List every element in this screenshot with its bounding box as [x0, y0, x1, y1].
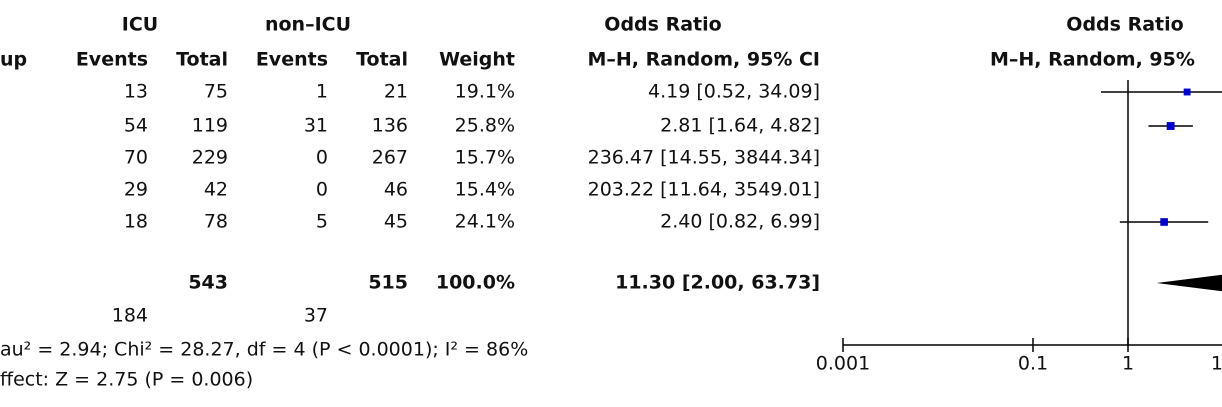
cell: 267 [372, 147, 408, 169]
cell: 18 [124, 211, 148, 233]
weight: 15.4% [455, 179, 515, 201]
cell: 75 [204, 81, 228, 103]
x-tick-label: 0.1 [1018, 353, 1048, 375]
total-events: 37 [304, 305, 328, 327]
cell: 70 [124, 147, 148, 169]
point [1166, 122, 1175, 130]
header: up [0, 49, 27, 71]
weight: 25.8% [455, 115, 515, 137]
weight: 24.1% [455, 211, 515, 233]
cell: 29 [124, 179, 148, 201]
cell: 0 [316, 147, 328, 169]
x-tick-label: 10 [1211, 353, 1222, 375]
overall-effect: ffect: Z = 2.75 (P = 0.006) [0, 369, 253, 391]
cell: 5 [316, 211, 328, 233]
cell: 13 [124, 81, 148, 103]
odds-ratio: 2.40 [0.82, 6.99] [660, 211, 820, 233]
heterogeneity: au² = 2.94; Chi² = 28.27, df = 4 (P < 0.… [0, 339, 528, 361]
header: ICU [122, 14, 158, 36]
odds-ratio: 203.22 [11.64, 3549.01] [588, 179, 820, 201]
cell: 0 [316, 179, 328, 201]
point [1183, 88, 1191, 96]
cell: 136 [372, 115, 408, 137]
cell: 119 [192, 115, 228, 137]
header: Total [176, 49, 228, 71]
header: Weight [439, 49, 515, 71]
cell: 78 [204, 211, 228, 233]
odds-ratio: 236.47 [14.55, 3844.34] [588, 147, 820, 169]
odds-ratio: 4.19 [0.52, 34.09] [648, 81, 820, 103]
cell: 54 [124, 115, 148, 137]
weight: 15.7% [455, 147, 515, 169]
cell: 31 [304, 115, 328, 137]
header: Odds Ratio [604, 14, 721, 36]
total-cell: 11.30 [2.00, 63.73] [615, 272, 820, 294]
header: Events [256, 49, 328, 71]
total-cell: 515 [368, 272, 408, 294]
cell: 21 [384, 81, 408, 103]
summary-diamond [1156, 274, 1222, 292]
odds-ratio: 2.81 [1.64, 4.82] [660, 115, 820, 137]
total-cell: 543 [188, 272, 228, 294]
header: Odds Ratio [1066, 14, 1183, 36]
header: Total [356, 49, 408, 71]
total-cell: 100.0% [436, 272, 515, 294]
x-tick-label: 1 [1122, 353, 1134, 375]
cell: 45 [384, 211, 408, 233]
header: Events [76, 49, 148, 71]
header: non–ICU [265, 14, 351, 36]
header: M–H, Random, 95% [990, 49, 1195, 71]
cell: 229 [192, 147, 228, 169]
weight: 19.1% [455, 81, 515, 103]
cell: 46 [384, 179, 408, 201]
cell: 42 [204, 179, 228, 201]
header: M–H, Random, 95% CI [587, 49, 820, 71]
cell: 1 [316, 81, 328, 103]
point [1160, 218, 1168, 226]
total-events: 184 [112, 305, 148, 327]
x-tick-label: 0.001 [816, 353, 870, 375]
